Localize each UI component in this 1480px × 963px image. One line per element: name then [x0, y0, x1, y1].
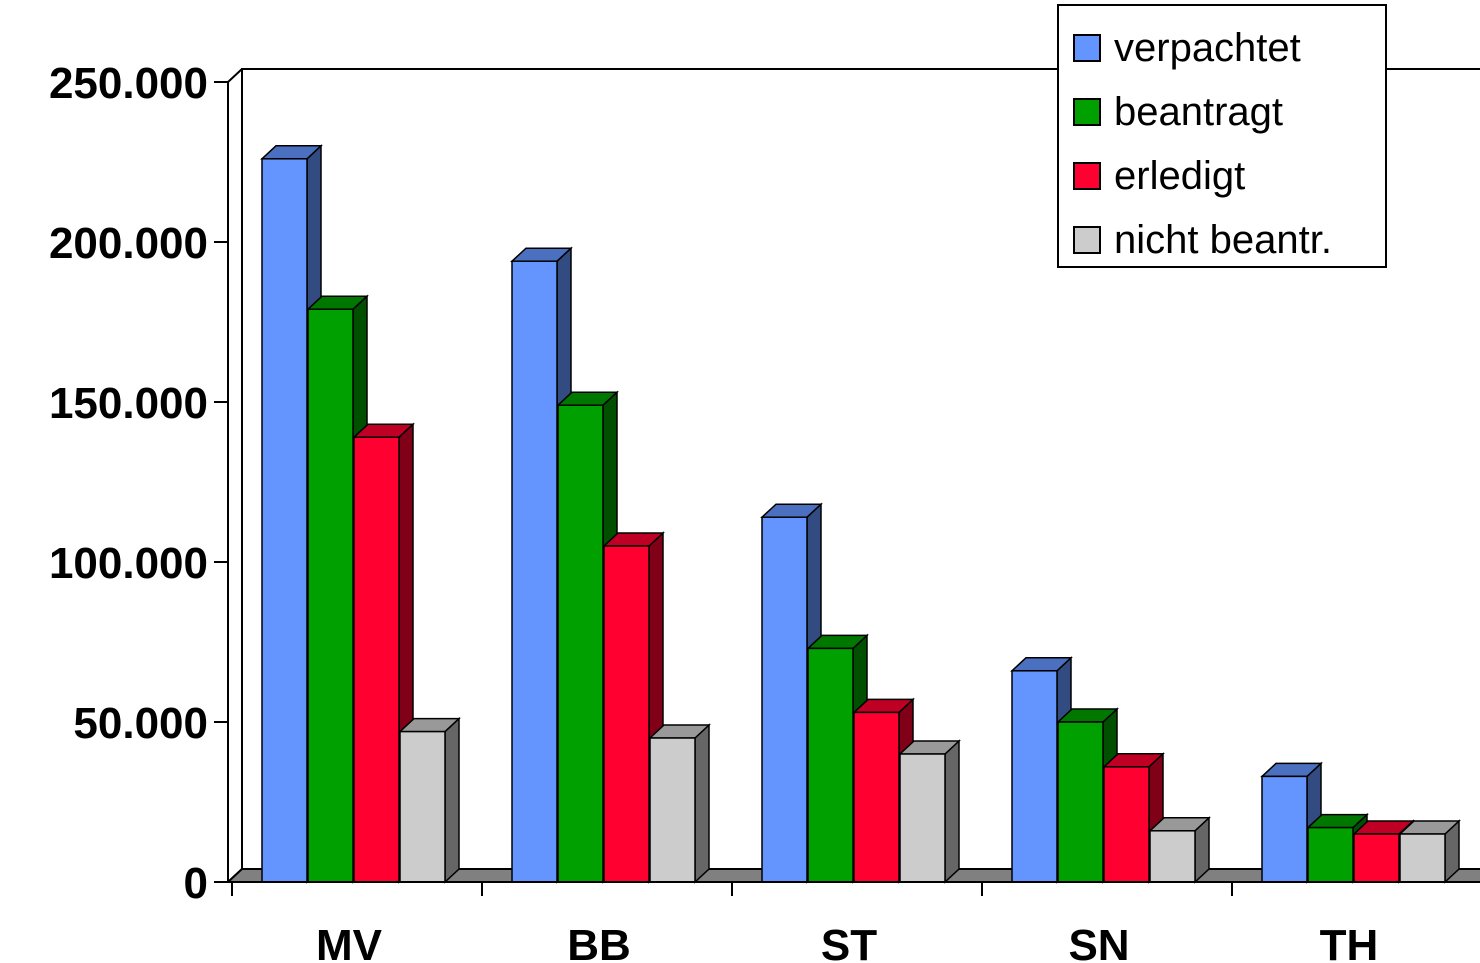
legend-box	[1057, 4, 1387, 268]
y-axis-top-edge	[227, 68, 243, 83]
x-tick-label: TH	[1320, 921, 1379, 963]
legend-label: beantragt	[1114, 90, 1283, 134]
bar-side	[694, 723, 710, 884]
bar-side	[444, 716, 460, 884]
bar-front	[649, 737, 696, 883]
y-tick-label: 50.000	[73, 699, 208, 748]
y-tick-label: 250.000	[49, 59, 208, 108]
y-tick-label: 0	[184, 859, 208, 908]
bar-front	[307, 308, 354, 883]
bar-front	[1353, 833, 1400, 883]
bar-front	[557, 404, 604, 883]
x-tick-label: ST	[821, 921, 877, 963]
bar-ST-3	[898, 739, 961, 884]
x-tick-label: MV	[316, 921, 383, 963]
bar-front	[807, 647, 854, 883]
legend-label: nicht beantr.	[1114, 218, 1332, 262]
legend-swatch	[1073, 98, 1101, 126]
bar-SN-3	[1148, 816, 1211, 884]
bar-front	[899, 753, 946, 883]
bar-front	[353, 436, 400, 883]
bar-front	[1149, 830, 1196, 883]
bar-front	[1057, 721, 1104, 883]
bar-front	[261, 158, 308, 883]
y-tick-label: 150.000	[49, 379, 208, 428]
x-tick-label: BB	[567, 921, 631, 963]
y-tick-label: 200.000	[49, 219, 208, 268]
legend-swatch	[1073, 226, 1101, 254]
bar-MV-3	[398, 716, 461, 884]
bar-TH-3	[1398, 819, 1461, 884]
x-tick-label: SN	[1068, 921, 1129, 963]
bar-front	[1399, 833, 1446, 883]
legend-label: verpachtet	[1114, 26, 1301, 70]
bar-MV-2	[352, 422, 415, 884]
y-tick-label: 100.000	[49, 539, 208, 588]
bar-side	[944, 739, 960, 884]
bar-front	[1103, 766, 1150, 883]
legend-swatch	[1073, 162, 1101, 190]
bar-front	[1307, 826, 1354, 883]
bar-front	[511, 260, 558, 883]
bar-front	[1011, 670, 1058, 883]
bar-BB-3	[648, 723, 711, 884]
legend-swatch	[1073, 34, 1101, 62]
bar-front	[399, 730, 446, 883]
legend-label: erledigt	[1114, 154, 1245, 198]
bar-front	[853, 711, 900, 883]
bar-front	[761, 516, 808, 883]
bar-front	[1261, 775, 1308, 883]
bar-front	[603, 545, 650, 883]
